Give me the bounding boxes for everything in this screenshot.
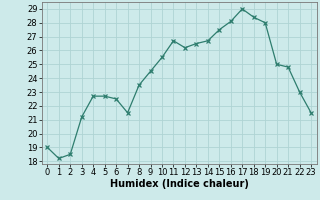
X-axis label: Humidex (Indice chaleur): Humidex (Indice chaleur) [110, 179, 249, 189]
